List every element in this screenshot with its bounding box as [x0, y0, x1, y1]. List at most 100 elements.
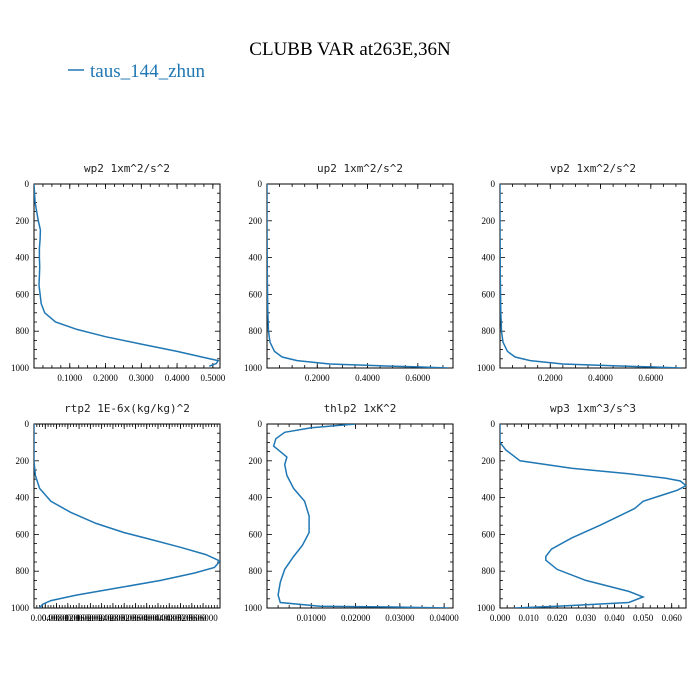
y-tick-label: 600 — [249, 529, 263, 539]
y-tick-label: 0 — [491, 179, 496, 189]
y-tick-label: 1000 — [244, 363, 263, 373]
figure-title: CLUBB VAR at263E,36N — [249, 39, 451, 60]
panel-thlp2: thlp2 1xK^2 0 200 400 600 800 1000 0.01000 0.020… — [244, 402, 459, 623]
legend-label: taus_144_zhun — [90, 61, 206, 82]
x-tick-label: 0.010 — [518, 613, 539, 623]
x-tick-label: 0.01600 — [64, 613, 94, 623]
x-tick-label: 0.5000 — [200, 373, 225, 383]
y-tick-label: 1000 — [477, 603, 496, 613]
x-tick-label: 0.06000 — [188, 613, 218, 623]
y-tick-label: 800 — [249, 566, 263, 576]
y-tick-label: 800 — [16, 326, 30, 336]
x-tick-label: 0.020 — [547, 613, 568, 623]
y-tick-label: 800 — [482, 326, 496, 336]
y-tick-label: 600 — [249, 289, 263, 299]
y-tick-label: 400 — [16, 253, 30, 263]
plot-frame — [33, 423, 221, 609]
y-tick-label: 600 — [16, 289, 30, 299]
plot-frame — [266, 183, 454, 369]
x-tick-label: 0.00800 — [42, 613, 72, 623]
panels: wp2 1xm^2/s^2 0 200 400 600 800 1000 0.1000 0.20… — [11, 162, 687, 623]
x-tick-label: 0.02400 — [87, 613, 117, 623]
y-tick-label: 200 — [16, 216, 30, 226]
panel-title-up2: up2 1xm^2/s^2 — [317, 162, 403, 175]
x-tick-label: 0.04400 — [143, 613, 173, 623]
x-tick-label: 0.000 — [490, 613, 511, 623]
y-tick-label: 400 — [482, 253, 496, 263]
x-tick-label: 0.2000 — [538, 373, 563, 383]
legend: taus_144_zhun — [68, 61, 206, 82]
y-tick-label: 200 — [482, 216, 496, 226]
y-tick-label: 0 — [258, 419, 263, 429]
panel-title-rtp2: rtp2 1E-6x(kg/kg)^2 — [64, 402, 190, 415]
panel-title-thlp2: thlp2 1xK^2 — [324, 402, 397, 415]
x-tick-label: 0.050 — [633, 613, 654, 623]
panel-up2: up2 1xm^2/s^2 0 200 400 600 800 1000 0.2000 0.40… — [244, 162, 454, 383]
x-tick-label: 0.03600 — [121, 613, 151, 623]
y-tick-label: 0 — [25, 179, 30, 189]
series-line-wp2 — [34, 184, 220, 367]
x-tick-label: 0.05200 — [166, 613, 196, 623]
panel-rtp2: rtp2 1E-6x(kg/kg)^2020040060080010000.00… — [11, 402, 221, 623]
x-tick-label: 0.04000 — [430, 613, 460, 623]
x-tick-label: 0.040 — [604, 613, 625, 623]
x-tick-label: 0.060 — [662, 613, 683, 623]
y-tick-label: 600 — [482, 529, 496, 539]
y-tick-label: 1000 — [11, 363, 30, 373]
y-tick-label: 400 — [482, 493, 496, 503]
plot-frame — [499, 183, 687, 369]
panel-wp2: wp2 1xm^2/s^2 0 200 400 600 800 1000 0.1000 0.20… — [11, 162, 226, 383]
plot-frame — [266, 423, 454, 609]
y-tick-label: 600 — [482, 289, 496, 299]
x-tick-label: 0.04000 — [132, 613, 162, 623]
x-tick-label: 0.05600 — [177, 613, 207, 623]
y-tick-label: 400 — [16, 493, 30, 503]
y-tick-label: 600 — [16, 529, 30, 539]
x-tick-label: 0.03000 — [385, 613, 415, 623]
x-tick-label: 0.01000 — [297, 613, 327, 623]
x-tick-label: 0.4000 — [355, 373, 380, 383]
y-tick-label: 800 — [16, 566, 30, 576]
series-line-rtp2 — [34, 424, 220, 608]
y-tick-label: 0 — [258, 179, 263, 189]
x-tick-label: 0.1000 — [57, 373, 82, 383]
series-line-up2 — [267, 184, 449, 368]
y-tick-label: 200 — [16, 456, 30, 466]
x-tick-label: 0.02800 — [98, 613, 128, 623]
y-tick-label: 800 — [249, 326, 263, 336]
y-tick-label: 1000 — [244, 603, 263, 613]
x-tick-label: 0.6000 — [638, 373, 663, 383]
y-tick-label: 200 — [482, 456, 496, 466]
series-line-vp2 — [500, 184, 682, 368]
y-tick-label: 800 — [482, 566, 496, 576]
x-tick-label: 0.00400 — [31, 613, 61, 623]
y-tick-label: 0 — [25, 419, 30, 429]
x-tick-label: 0.6000 — [405, 373, 430, 383]
panel-vp2: vp2 1xm^2/s^2 0 200 400 600 800 1000 0.2000 0.40… — [477, 162, 687, 383]
x-tick-label: 0.02000 — [76, 613, 106, 623]
y-tick-label: 200 — [249, 216, 263, 226]
y-tick-label: 200 — [249, 456, 263, 466]
x-tick-label: 0.4000 — [165, 373, 190, 383]
panel-title-vp2: vp2 1xm^2/s^2 — [550, 162, 636, 175]
y-tick-label: 400 — [249, 493, 263, 503]
x-tick-label: 0.3000 — [129, 373, 154, 383]
y-tick-label: 1000 — [477, 363, 496, 373]
x-tick-label: 0.2000 — [93, 373, 118, 383]
panel-title-wp2: wp2 1xm^2/s^2 — [84, 162, 170, 175]
panel-title-wp3: wp3 1xm^3/s^3 — [550, 402, 636, 415]
y-tick-label: 0 — [491, 419, 496, 429]
series-line-wp3 — [500, 424, 686, 608]
series-line-thlp2 — [272, 424, 449, 608]
x-tick-label: 0.4000 — [588, 373, 613, 383]
x-tick-label: 0.02000 — [341, 613, 371, 623]
x-tick-label: 0.2000 — [305, 373, 330, 383]
y-tick-label: 1000 — [11, 603, 30, 613]
x-tick-label: 0.01200 — [53, 613, 83, 623]
y-tick-label: 400 — [249, 253, 263, 263]
plot-frame — [499, 423, 687, 609]
x-tick-label: 0.04800 — [155, 613, 185, 623]
x-tick-label: 0.03200 — [110, 613, 140, 623]
